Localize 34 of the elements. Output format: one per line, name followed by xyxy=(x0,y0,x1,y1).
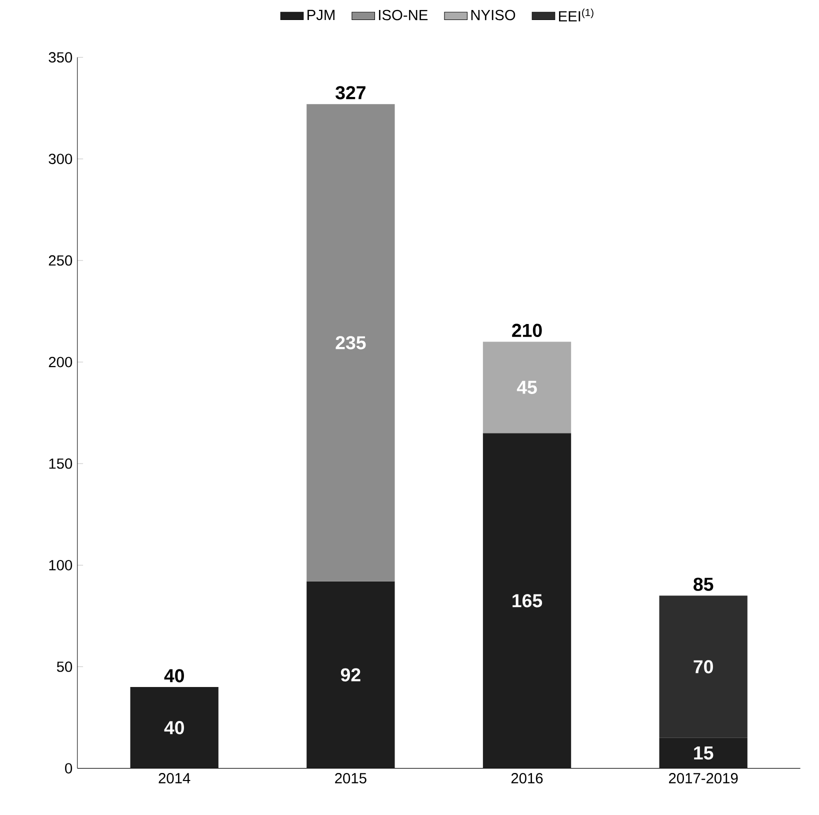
total-label: 210 xyxy=(512,324,542,338)
x-tick-label: 2017-2019 xyxy=(668,773,738,784)
y-tick-label: 100 xyxy=(49,560,72,570)
bar xyxy=(306,581,395,768)
x-tick-label: 2015 xyxy=(335,773,366,784)
total-label: 327 xyxy=(336,86,366,100)
bar xyxy=(659,596,748,738)
data-label: 45 xyxy=(516,380,537,394)
data-label: 165 xyxy=(512,594,542,608)
bar xyxy=(482,433,572,768)
y-tick-label: 200 xyxy=(48,356,72,368)
legend-label: PJM xyxy=(308,10,334,20)
y-tick-label: 350 xyxy=(48,52,72,63)
legend-label: NYISO xyxy=(471,10,516,20)
data-label: 40 xyxy=(164,721,184,734)
bar xyxy=(130,687,218,768)
data-label: 15 xyxy=(694,746,714,760)
legend-label: EEI$^{(1)}$ xyxy=(559,8,594,22)
bar xyxy=(306,104,395,582)
y-tick-label: 150 xyxy=(49,458,72,469)
total-label: 85 xyxy=(694,578,714,591)
y-tick-label: 250 xyxy=(48,255,72,266)
y-tick-label: 300 xyxy=(48,154,72,164)
data-label: 92 xyxy=(340,668,360,682)
x-tick-label: 2014 xyxy=(158,773,190,784)
x-tick-label: 2016 xyxy=(511,773,543,784)
bar xyxy=(659,738,748,768)
data-label: 70 xyxy=(694,660,713,674)
legend-label: ISO-NE xyxy=(379,10,428,20)
data-label: 235 xyxy=(336,336,366,350)
y-tick-label: 50 xyxy=(56,662,72,672)
total-label: 40 xyxy=(164,669,184,682)
y-tick-label: 0 xyxy=(65,763,72,774)
bar xyxy=(482,342,572,434)
